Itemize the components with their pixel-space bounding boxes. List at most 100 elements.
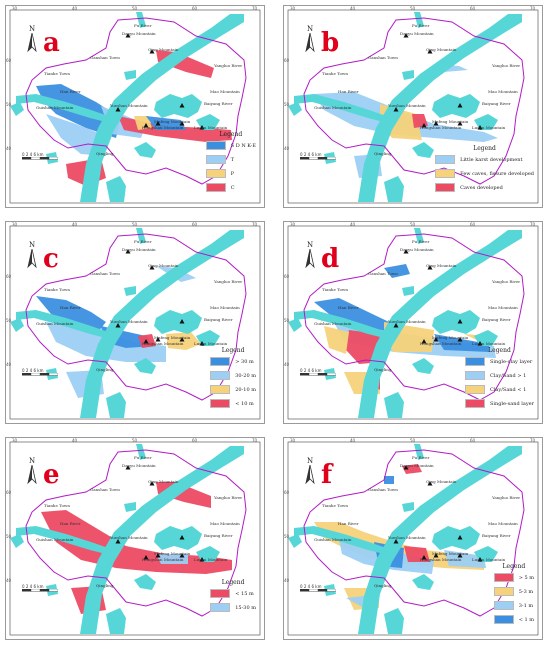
x-tick-label: 60	[470, 438, 476, 443]
y-tick-label: 40	[6, 578, 12, 583]
y-tick-label: 60	[284, 490, 290, 495]
place-label-luoyu-mountain: Luoyu Mountain	[472, 557, 506, 562]
zone-dark	[314, 298, 389, 334]
lake	[154, 94, 202, 118]
legend-swatch	[435, 169, 456, 178]
mountain-marker	[149, 481, 155, 486]
north-label: N	[28, 25, 36, 33]
place-label-baiyang-river: Baiyang River	[204, 533, 233, 538]
panel-label: e	[43, 460, 60, 490]
place-label-ganshan-town: Ganshan Town	[90, 271, 120, 276]
place-label-yangluo-river: Yangluo River	[492, 63, 521, 68]
mountain-marker	[427, 265, 433, 270]
legend-item: Few caves, fissure developed	[435, 169, 534, 178]
place-label-ganshan-town: Ganshan Town	[368, 55, 398, 60]
legend-swatch	[493, 615, 514, 624]
north-arrow-icon: N	[25, 458, 39, 489]
x-tick-label: 30	[290, 222, 296, 227]
mountain-marker	[155, 553, 161, 558]
panel-label: d	[321, 244, 340, 274]
legend-swatch	[210, 589, 231, 598]
scale-label: 0 2 4 6 km	[22, 368, 44, 373]
lake	[384, 176, 404, 202]
legend-text: 20-10 m	[235, 386, 256, 393]
lake	[402, 70, 414, 80]
legend-swatch	[464, 371, 485, 380]
x-tick-label: 60	[470, 6, 476, 11]
north-arrow-icon: N	[25, 242, 39, 273]
legend-text: 30-20 m	[235, 372, 256, 379]
lake	[106, 176, 126, 202]
place-label-qing-mountain: Qing Mountain	[426, 47, 457, 52]
yangtze-river	[358, 230, 522, 418]
place-label-baiyang-river: Baiyang River	[204, 101, 233, 106]
place-label-qing-mountain: Qing Mountain	[148, 479, 179, 484]
place-label-daoyu-mountain: Daoyu Mountain	[122, 31, 156, 36]
place-label-tianhe-town: Tianhe Town	[44, 71, 70, 76]
place-label-tianhe-town: Tianhe Town	[322, 503, 348, 508]
legend-title: Legend	[473, 145, 496, 152]
place-label-qing-mountain: Qing Mountain	[426, 263, 457, 268]
mountain-marker	[199, 341, 205, 346]
map-frame	[9, 441, 261, 636]
mountain-marker	[433, 121, 439, 126]
mountain-marker	[199, 557, 205, 562]
legend-title: Legend	[488, 347, 511, 354]
place-label-han-river: Han River	[60, 305, 81, 310]
map-svg	[287, 9, 539, 204]
mountain-marker	[393, 107, 399, 112]
legend-text: Single-clay layer	[489, 358, 533, 365]
legend-text: S D N K-E	[230, 142, 256, 149]
zone-yellow	[324, 326, 349, 354]
place-label-yueshan-mountain: Yueshan Mountain	[388, 319, 426, 324]
map-svg	[9, 441, 261, 636]
mountain-marker	[403, 33, 409, 38]
north-label: N	[306, 25, 314, 33]
legend-text: < 10 m	[235, 400, 254, 407]
x-tick-label: 30	[290, 438, 296, 443]
y-tick-label: 50	[284, 318, 290, 323]
mountain-marker	[457, 337, 463, 342]
map-frame	[9, 225, 261, 420]
place-label-qingling: Qingling	[96, 367, 114, 372]
mountain-marker	[115, 539, 121, 544]
lake	[402, 502, 414, 512]
legend: Legend < 15 m 15-30 m	[210, 579, 256, 617]
place-label-mafeng-mountain: Mafeng Mountain	[154, 335, 191, 340]
mountain-marker	[149, 49, 155, 54]
scale-bar: 0 2 4 6 km	[22, 368, 59, 378]
mountain-marker	[199, 125, 205, 130]
fu-river	[414, 228, 424, 244]
place-label-yueshan-mountain: Yueshan Mountain	[388, 535, 426, 540]
x-tick-label: 50	[410, 222, 416, 227]
legend-item: Caves developed	[435, 183, 534, 192]
place-label-ganshan-town: Ganshan Town	[368, 271, 398, 276]
legend-item: T	[205, 155, 256, 164]
lake	[288, 534, 302, 548]
place-label-daoyu-mountain: Daoyu Mountain	[400, 247, 434, 252]
lake	[154, 310, 202, 334]
place-label-tianhe-town: Tianhe Town	[44, 503, 70, 508]
legend-text: > 30 m	[235, 358, 254, 365]
place-label-mao-mountain: Mao Mountain	[488, 305, 518, 310]
han-river	[294, 310, 392, 340]
x-tick-label: 50	[132, 222, 138, 227]
place-label-luoyu-mountain: Luoyu Mountain	[194, 341, 228, 346]
x-tick-label: 40	[350, 222, 356, 227]
yangtze-river	[80, 14, 244, 202]
x-tick-label: 30	[12, 222, 18, 227]
yangtze-river	[80, 230, 244, 418]
place-label-baiyang-river: Baiyang River	[204, 317, 233, 322]
legend-swatch	[493, 587, 514, 596]
place-label-guishan-mountain: Guishan Mountain	[36, 105, 74, 110]
mountain-marker	[457, 319, 463, 324]
place-label-mafeng-mountain: Mafeng Mountain	[432, 119, 469, 124]
place-label-hongshan-mountain: Hongshan Mountain	[142, 341, 184, 346]
han-river	[294, 526, 392, 556]
zone-dark	[384, 476, 394, 484]
y-tick-label: 60	[6, 58, 12, 63]
legend-item: S D N K-E	[205, 141, 256, 150]
mountain-marker	[457, 535, 463, 540]
lake	[288, 318, 302, 332]
